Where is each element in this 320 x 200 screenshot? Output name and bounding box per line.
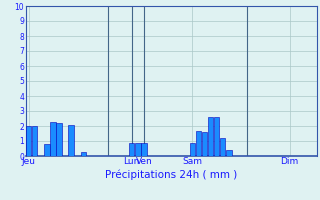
- Bar: [50, 121, 56, 156]
- Bar: [226, 150, 232, 156]
- Bar: [26, 126, 31, 156]
- Bar: [208, 117, 213, 156]
- Bar: [135, 142, 140, 156]
- X-axis label: Précipitations 24h ( mm ): Précipitations 24h ( mm ): [105, 169, 237, 180]
- Bar: [56, 123, 62, 156]
- Bar: [129, 142, 134, 156]
- Bar: [196, 130, 201, 156]
- Bar: [68, 124, 74, 156]
- Bar: [44, 144, 50, 156]
- Bar: [214, 117, 220, 156]
- Bar: [190, 143, 195, 156]
- Bar: [141, 143, 147, 156]
- Bar: [202, 132, 207, 156]
- Bar: [32, 126, 37, 156]
- Bar: [81, 152, 86, 156]
- Bar: [220, 138, 226, 156]
